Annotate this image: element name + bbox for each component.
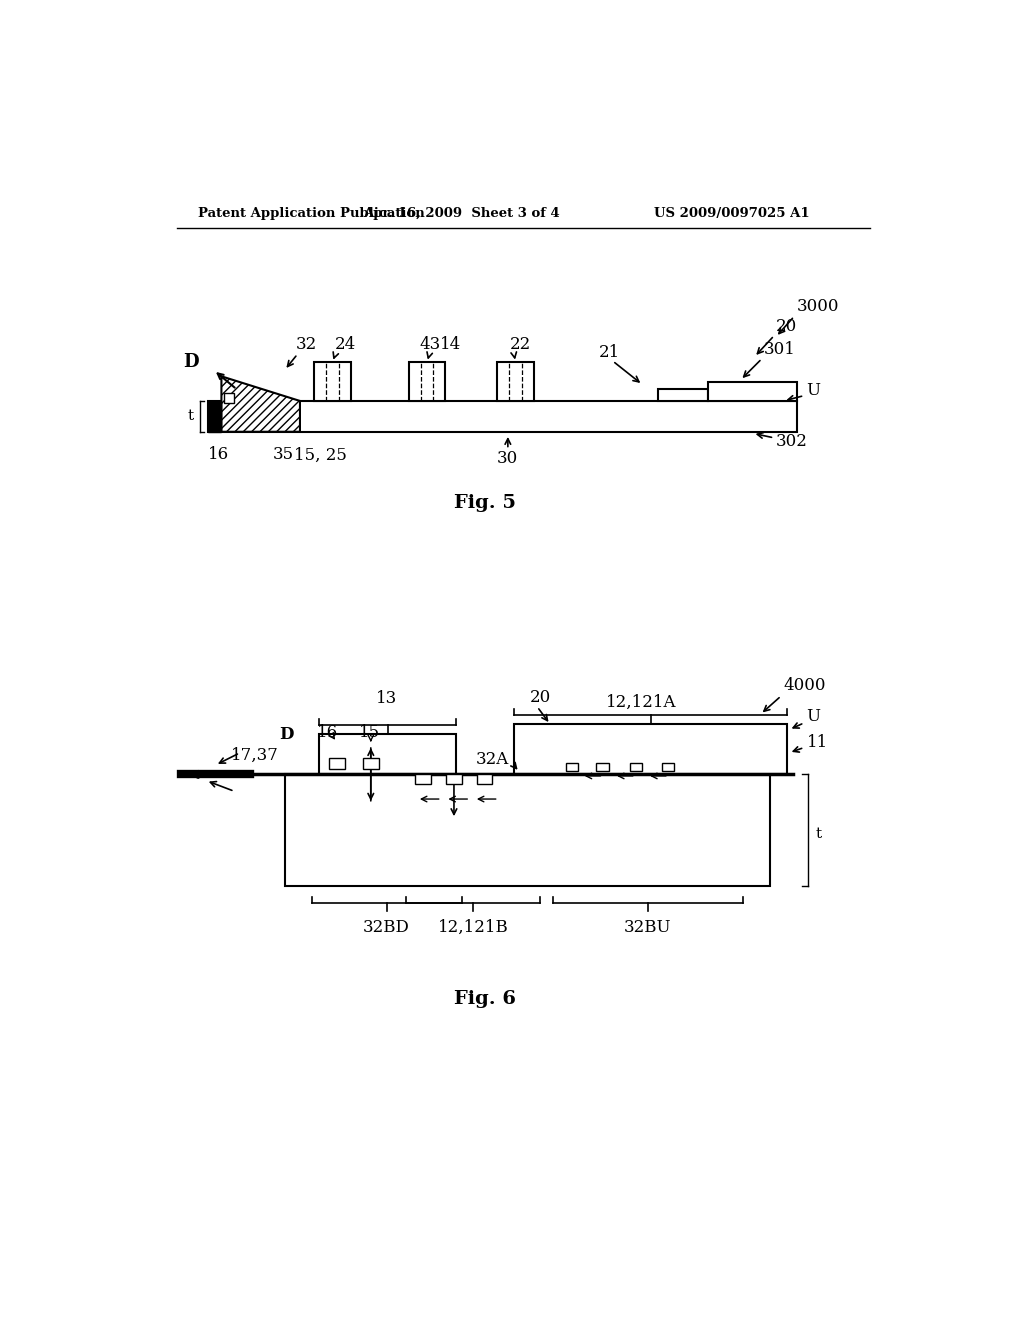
Text: t: t <box>816 828 822 841</box>
Text: 32BD: 32BD <box>364 919 410 936</box>
Text: 4000: 4000 <box>783 677 826 694</box>
Text: 20: 20 <box>529 689 551 706</box>
Text: 12,121B: 12,121B <box>438 919 509 936</box>
Bar <box>330 758 345 770</box>
Bar <box>497 363 535 401</box>
Text: t: t <box>187 409 194 424</box>
Text: 15, 25: 15, 25 <box>294 446 347 463</box>
Text: Patent Application Publication: Patent Application Publication <box>199 207 425 220</box>
Text: 21: 21 <box>599 345 620 360</box>
Bar <box>285 775 770 886</box>
Text: 32A: 32A <box>476 751 509 767</box>
Text: 17,37: 17,37 <box>230 747 279 764</box>
Text: 11: 11 <box>807 734 827 751</box>
Bar <box>409 363 445 401</box>
Text: 3000: 3000 <box>797 298 839 314</box>
Text: 15: 15 <box>358 723 380 741</box>
Text: 43: 43 <box>419 337 440 354</box>
Text: 30: 30 <box>498 450 518 467</box>
Bar <box>223 393 233 404</box>
Text: 24: 24 <box>335 337 356 354</box>
Text: U: U <box>807 383 820 400</box>
Text: 35: 35 <box>273 446 294 463</box>
Text: 16: 16 <box>317 723 338 741</box>
Text: US 2009/0097025 A1: US 2009/0097025 A1 <box>654 207 810 220</box>
Text: 22: 22 <box>509 337 530 354</box>
Text: D: D <box>279 726 293 743</box>
Bar <box>596 763 608 771</box>
Bar <box>208 401 221 432</box>
Text: 301: 301 <box>764 341 796 358</box>
Bar <box>364 758 379 770</box>
Text: 302: 302 <box>776 433 808 450</box>
Bar <box>708 381 797 401</box>
Bar <box>446 774 462 784</box>
Bar <box>319 734 457 775</box>
Text: Fig. 6: Fig. 6 <box>454 990 516 1008</box>
Text: Apr. 16, 2009  Sheet 3 of 4: Apr. 16, 2009 Sheet 3 of 4 <box>364 207 560 220</box>
Text: 32: 32 <box>296 337 317 354</box>
Bar <box>208 401 797 432</box>
Text: Fig. 5: Fig. 5 <box>454 495 516 512</box>
Text: 14: 14 <box>440 337 462 354</box>
Text: 32BU: 32BU <box>624 919 672 936</box>
Text: D: D <box>183 354 199 371</box>
Bar <box>514 725 787 775</box>
Bar <box>477 774 493 784</box>
Text: 16: 16 <box>208 446 228 463</box>
Bar <box>313 363 351 401</box>
Text: 20: 20 <box>776 318 797 335</box>
Bar <box>565 763 578 771</box>
Text: 13: 13 <box>376 690 397 708</box>
Bar <box>416 774 431 784</box>
Bar <box>658 389 708 401</box>
Polygon shape <box>221 376 300 432</box>
Text: 12,121A: 12,121A <box>606 693 677 710</box>
Text: U: U <box>807 708 820 725</box>
Bar <box>662 763 674 771</box>
Bar <box>630 763 642 771</box>
